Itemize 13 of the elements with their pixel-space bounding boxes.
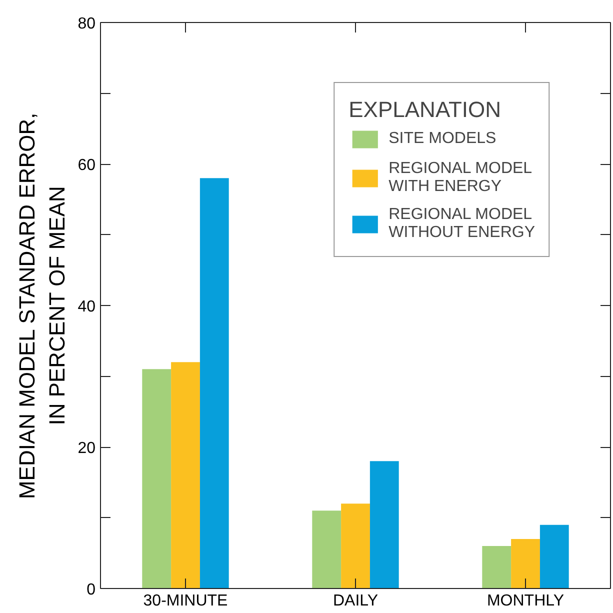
y-tick-label: 60	[78, 157, 96, 174]
x-tick-label: 30-MINUTE	[143, 592, 228, 610]
x-tick-label: DAILY	[332, 592, 378, 610]
legend-label: REGIONAL MODEL WITH ENERGY	[388, 160, 532, 196]
legend-label: REGIONAL MODEL WITHOUT ENERGY	[388, 206, 535, 242]
x-tick-label: MONTHLY	[486, 592, 564, 610]
legend-label: SITE MODELS	[388, 130, 496, 148]
y-tick-label: 40	[78, 298, 96, 316]
y-axis-title: MEDIAN MODEL STANDARD ERROR, IN PERCENT OF MEAN	[14, 112, 70, 500]
y-tick-label: 80	[78, 16, 96, 32]
y-tick-label: 0	[86, 582, 96, 598]
legend-title: EXPLANATION	[348, 97, 502, 123]
y-tick-label: 20	[78, 440, 96, 457]
